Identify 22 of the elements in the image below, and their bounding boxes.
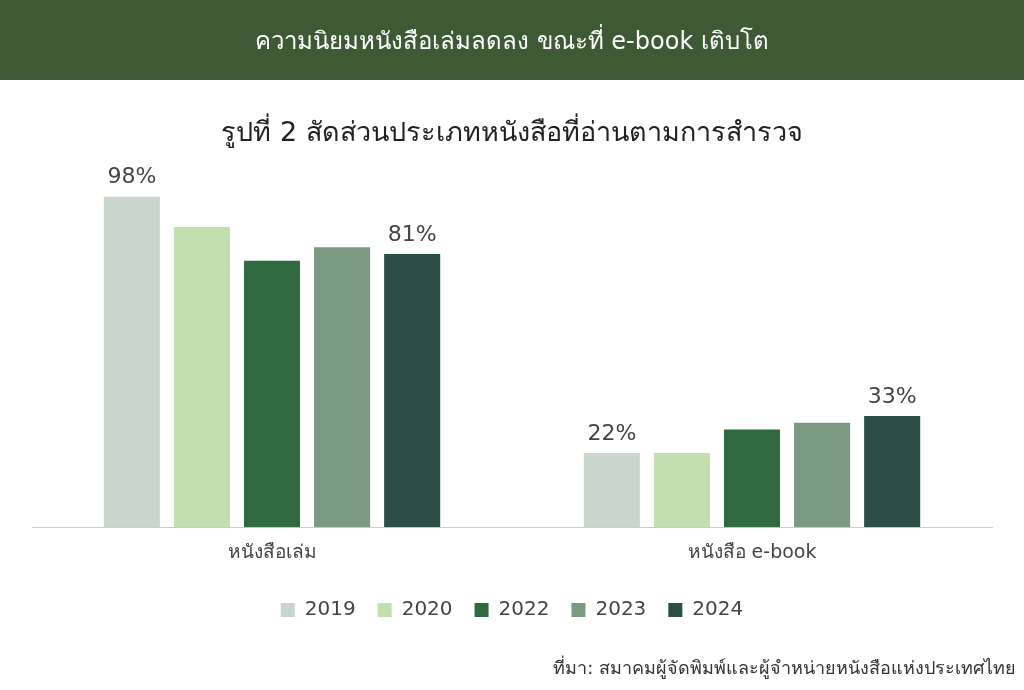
bar <box>794 422 851 528</box>
legend-label: 2022 <box>498 596 550 621</box>
x-tick-label: หนังสือเล่ม <box>227 539 317 562</box>
x-tick-label: หนังสือ e-book <box>687 539 817 562</box>
bar <box>243 260 301 528</box>
legend-label: 2019 <box>304 596 356 621</box>
bar <box>653 453 710 528</box>
data-label: 81% <box>387 220 437 246</box>
bar <box>314 247 371 528</box>
legend-label: 2020 <box>401 596 453 621</box>
chart-title: ความนิยมหนังสือเล่มลดลง ขณะที่ e-book เติบโต <box>0 0 1024 80</box>
data-label: 98% <box>107 163 157 189</box>
bar <box>384 254 441 528</box>
legend-label: 2024 <box>692 596 744 621</box>
bar <box>864 415 921 528</box>
text: ที่มา: สมาคมผู้จัดพิมพ์และผู้จำหน่ายหนังสือแห่งประเทศไทย <box>553 654 1016 681</box>
data-label: 22% <box>587 419 637 445</box>
legend-label: 2023 <box>595 596 647 621</box>
data-label: 33% <box>867 382 917 408</box>
bar <box>173 227 230 528</box>
bar <box>723 429 781 528</box>
chart-subtitle: รูปที่ 2 สัดส่วนประเภทหนังสือที่อ่านตามการสำรวจ <box>220 112 804 150</box>
